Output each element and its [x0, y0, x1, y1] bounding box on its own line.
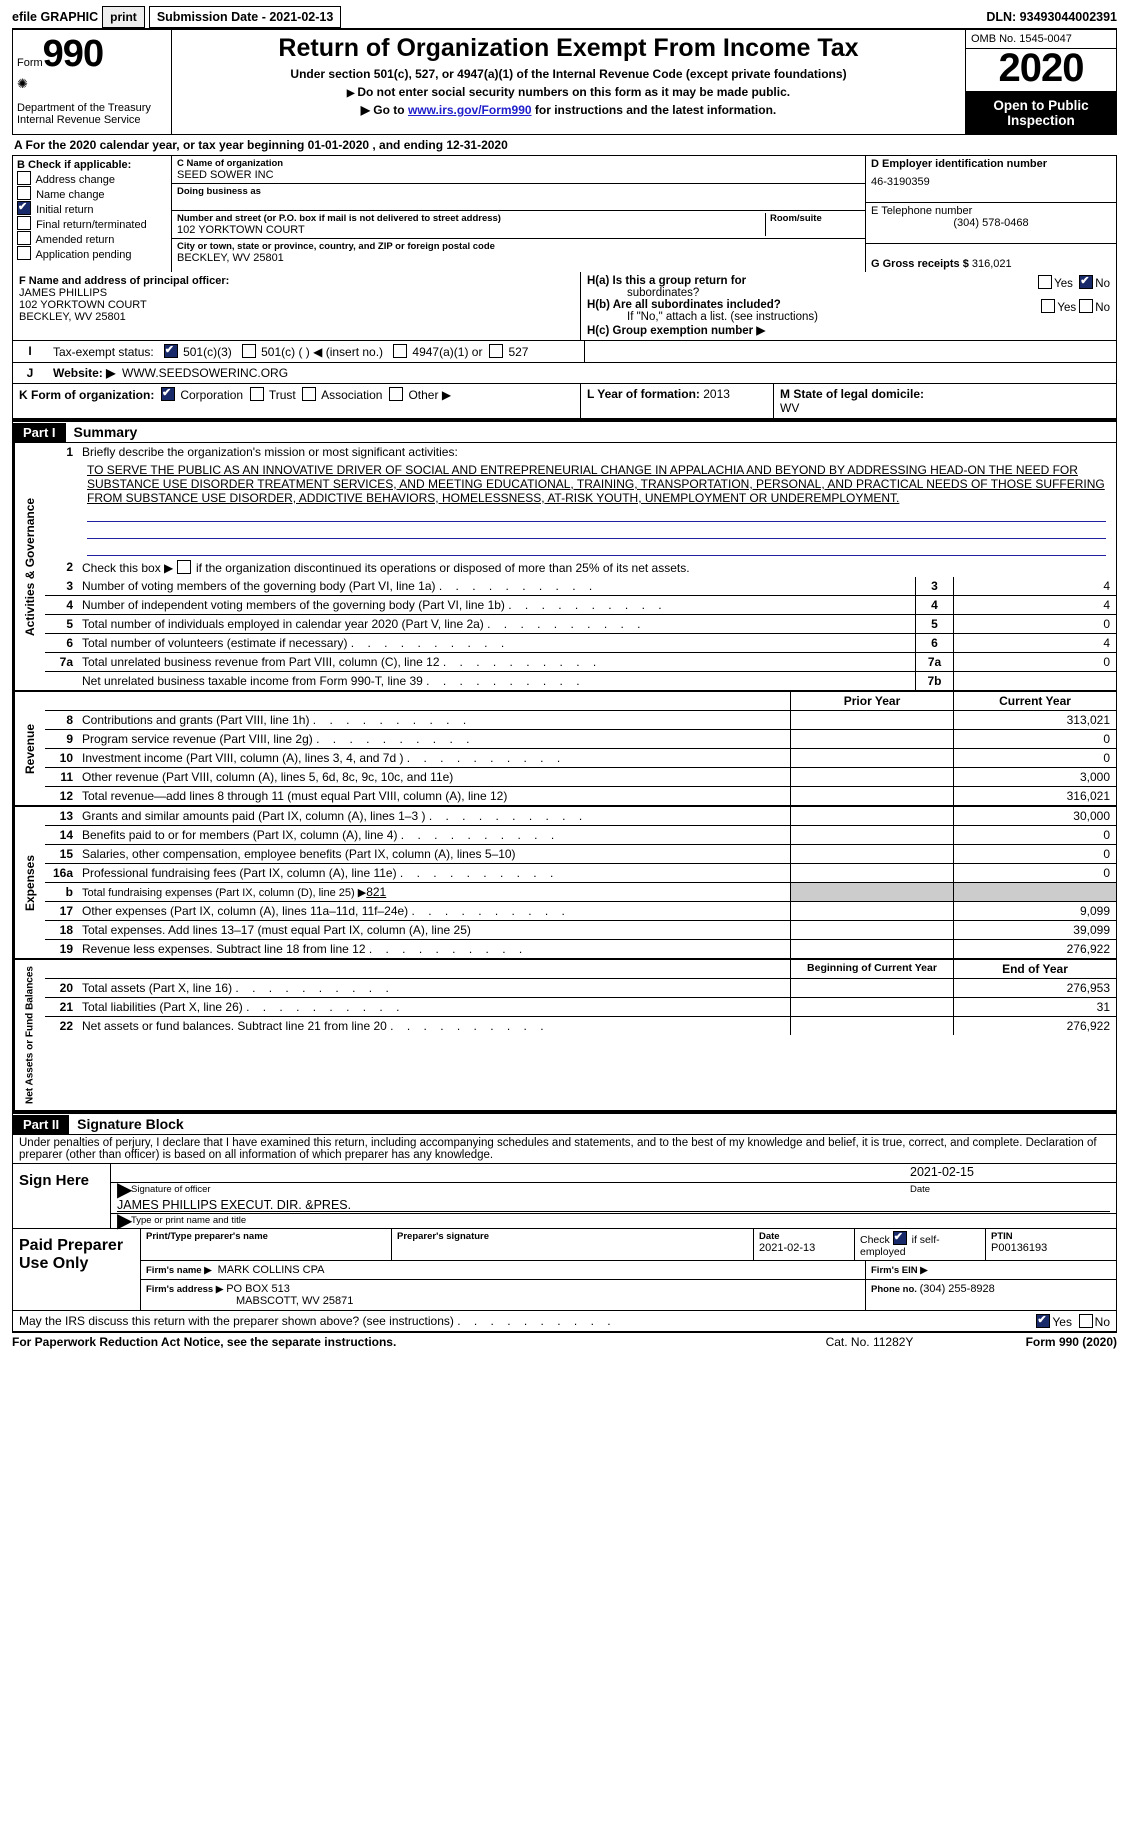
- final-return-checkbox[interactable]: [17, 216, 31, 230]
- form-header: Form990 ✺ Department of the Treasury Int…: [12, 28, 1117, 135]
- gross-receipts: 316,021: [972, 258, 1012, 270]
- 4947-checkbox[interactable]: [393, 344, 407, 358]
- initial-return-checkbox[interactable]: [17, 201, 31, 215]
- print-button[interactable]: print: [102, 6, 145, 28]
- val-line8: 313,021: [953, 711, 1116, 729]
- val-line13: 30,000: [953, 807, 1116, 825]
- vtab-activities: Activities & Governance: [14, 443, 45, 690]
- val-line4: 4: [953, 596, 1116, 614]
- val-line6: 4: [953, 634, 1116, 652]
- tax-year: 2020: [966, 49, 1116, 92]
- section-de: D Employer identification number46-31903…: [865, 156, 1116, 272]
- section-b: B Check if applicable: Address change Na…: [13, 156, 172, 272]
- other-checkbox[interactable]: [389, 387, 403, 401]
- corp-checkbox[interactable]: [161, 387, 175, 401]
- discontinued-checkbox[interactable]: [177, 560, 191, 574]
- ein: 46-3190359: [871, 176, 1111, 188]
- val-line17: 9,099: [953, 902, 1116, 920]
- self-employed-checkbox[interactable]: [893, 1231, 907, 1245]
- assoc-checkbox[interactable]: [302, 387, 316, 401]
- val-line21: 31: [953, 998, 1116, 1016]
- instructions-link[interactable]: www.irs.gov/Form990: [408, 103, 532, 117]
- sign-date: 2021-02-15: [910, 1165, 1110, 1181]
- preparer-phone: (304) 255-8928: [920, 1283, 995, 1295]
- org-name: SEED SOWER INC: [177, 169, 860, 181]
- efile-label: efile GRAPHIC: [12, 10, 98, 24]
- vtab-net-assets: Net Assets or Fund Balances: [14, 960, 45, 1110]
- val-line18: 39,099: [953, 921, 1116, 939]
- header-center: Return of Organization Exempt From Incom…: [172, 30, 966, 134]
- perjury-statement: Under penalties of perjury, I declare th…: [12, 1135, 1117, 1164]
- org-city: BECKLEY, WV 25801: [177, 252, 860, 264]
- topbar: efile GRAPHIC print Submission Date - 20…: [12, 6, 1117, 28]
- header-right: OMB No. 1545-0047 2020 Open to Public In…: [966, 30, 1116, 134]
- hb-yes-checkbox[interactable]: [1041, 299, 1055, 313]
- form-link: Form 990 (2020): [1026, 1335, 1117, 1349]
- 501c-checkbox[interactable]: [242, 344, 256, 358]
- officer-name: JAMES PHILLIPS: [19, 287, 574, 299]
- line-a: A For the 2020 calendar year, or tax yea…: [12, 135, 1117, 156]
- section-c: C Name of organizationSEED SOWER INC Doi…: [172, 156, 865, 272]
- line-klm: K Form of organization: Corporation Trus…: [12, 384, 1117, 420]
- section-f: F Name and address of principal officer:…: [13, 272, 581, 340]
- 527-checkbox[interactable]: [489, 344, 503, 358]
- paid-preparer-block: Paid Preparer Use Only Print/Type prepar…: [12, 1229, 1117, 1311]
- ha-no-checkbox[interactable]: [1079, 275, 1093, 289]
- ptin: P00136193: [991, 1242, 1111, 1254]
- val-line16a: 0: [953, 864, 1116, 882]
- officer-signature-name: JAMES PHILLIPS EXECUT. DIR. &PRES.: [117, 1198, 1110, 1212]
- amended-checkbox[interactable]: [17, 231, 31, 245]
- val-line3: 4: [953, 577, 1116, 595]
- org-street: 102 YORKTOWN COURT: [177, 224, 765, 236]
- discuss-yes-checkbox[interactable]: [1036, 1314, 1050, 1328]
- ha-yes-checkbox[interactable]: [1038, 275, 1052, 289]
- val-line20: 276,953: [953, 979, 1116, 997]
- firm-name: MARK COLLINS CPA: [218, 1264, 325, 1276]
- phone: (304) 578-0468: [871, 217, 1111, 229]
- val-line22: 276,922: [953, 1017, 1116, 1035]
- website: WWW.SEEDSOWERINC.ORG: [122, 366, 288, 380]
- discuss-no-checkbox[interactable]: [1079, 1314, 1093, 1328]
- mission-text: TO SERVE THE PUBLIC AS AN INNOVATIVE DRI…: [45, 461, 1116, 558]
- val-line11: 3,000: [953, 768, 1116, 786]
- vtab-expenses: Expenses: [14, 807, 45, 958]
- val-line14: 0: [953, 826, 1116, 844]
- val-line10: 0: [953, 749, 1116, 767]
- val-line9: 0: [953, 730, 1116, 748]
- header-left: Form990 ✺ Department of the Treasury Int…: [13, 30, 172, 134]
- val-line7b: [953, 672, 1116, 690]
- sign-here-block: Sign Here 2021-02-15 ▶ Signature of offi…: [12, 1164, 1117, 1229]
- line-i: I Tax-exempt status: 501(c)(3) 501(c) ( …: [12, 341, 1117, 363]
- val-line15: 0: [953, 845, 1116, 863]
- val-line5: 0: [953, 615, 1116, 633]
- trust-checkbox[interactable]: [250, 387, 264, 401]
- open-to-public: Open to Public Inspection: [966, 92, 1116, 134]
- 501c3-checkbox[interactable]: [164, 344, 178, 358]
- part-i-header: Part I Summary: [12, 420, 1117, 443]
- dln: DLN: 93493044002391: [986, 10, 1117, 24]
- name-change-checkbox[interactable]: [17, 186, 31, 200]
- section-h: H(a) Is this a group return forYes No su…: [581, 272, 1116, 340]
- submission-date-box: Submission Date - 2021-02-13: [149, 6, 341, 28]
- hb-no-checkbox[interactable]: [1079, 299, 1093, 313]
- part-ii-header: Part II Signature Block: [12, 1112, 1117, 1135]
- page-footer: For Paperwork Reduction Act Notice, see …: [12, 1332, 1117, 1349]
- val-line12: 316,021: [953, 787, 1116, 805]
- app-pending-checkbox[interactable]: [17, 246, 31, 260]
- addr-change-checkbox[interactable]: [17, 171, 31, 185]
- discuss-line: May the IRS discuss this return with the…: [12, 1311, 1117, 1332]
- val-line7a: 0: [953, 653, 1116, 671]
- vtab-revenue: Revenue: [14, 692, 45, 805]
- val-line19: 276,922: [953, 940, 1116, 958]
- line-j: J Website: ▶ WWW.SEEDSOWERINC.ORG: [12, 363, 1117, 384]
- form-title: Return of Organization Exempt From Incom…: [178, 34, 959, 63]
